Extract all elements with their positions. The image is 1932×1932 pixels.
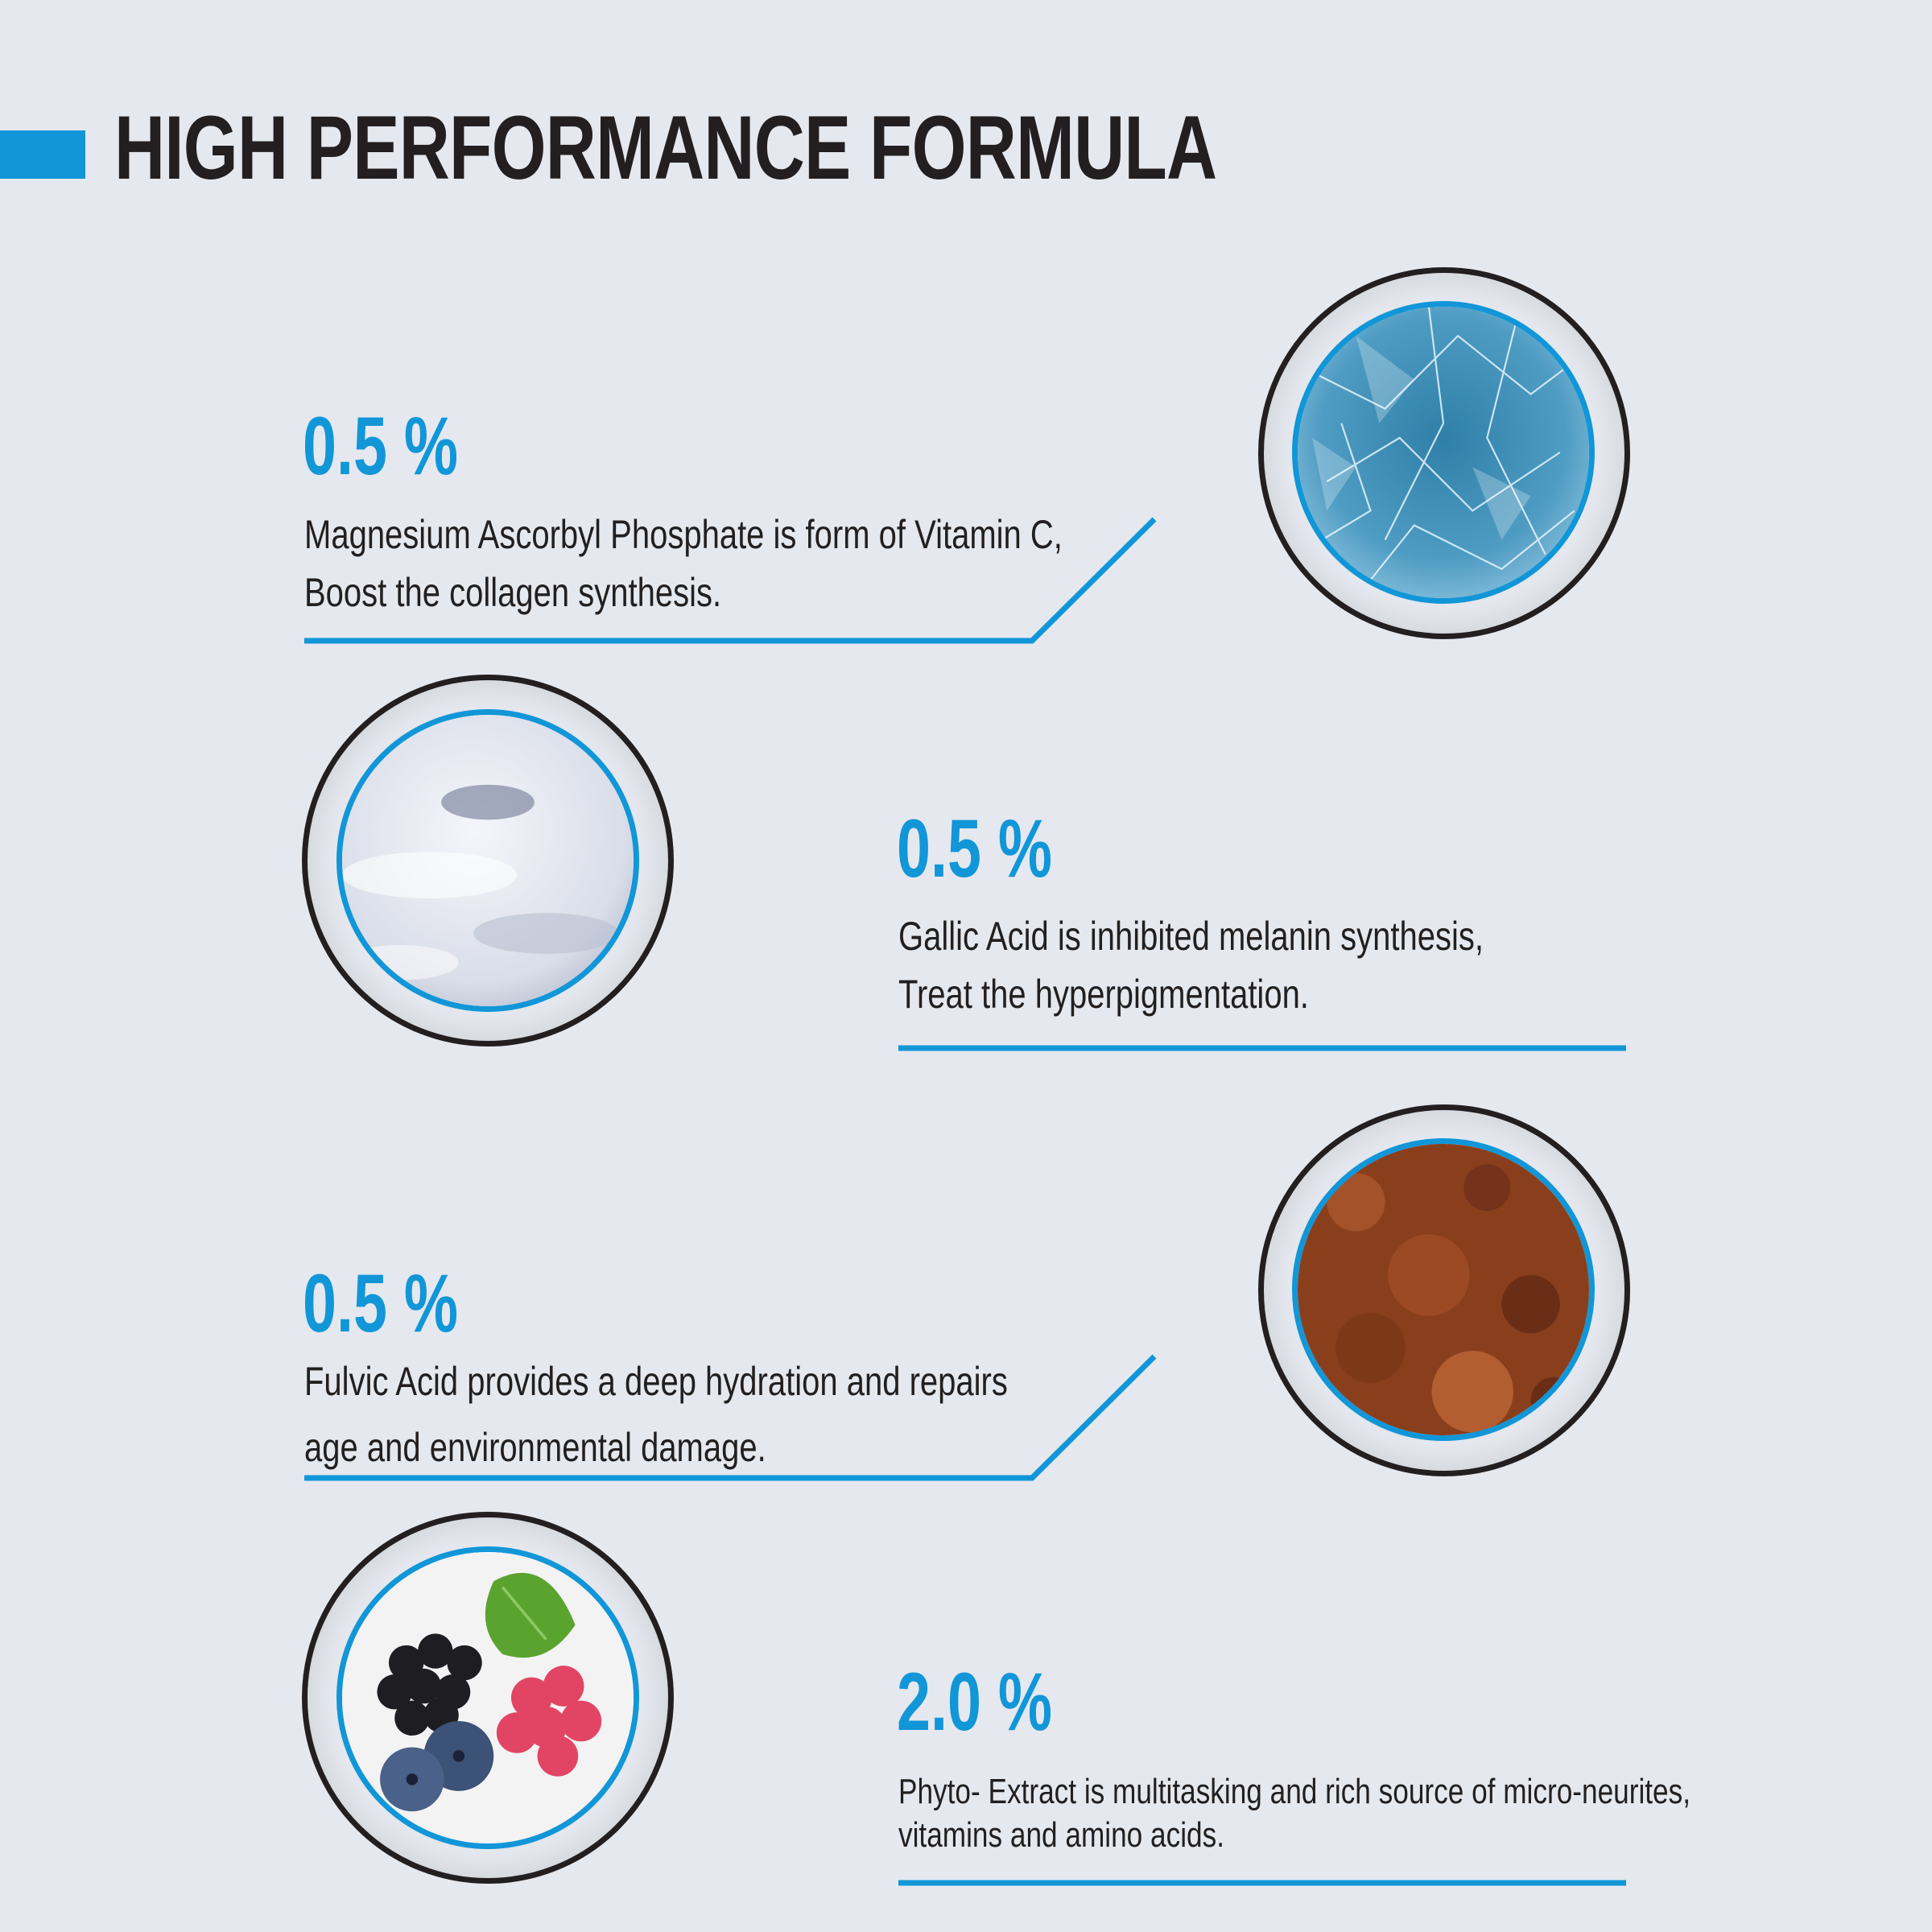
mixed-berries-image — [336, 1546, 639, 1849]
ingredient-4-line-2: vitamins and amino acids. — [898, 1815, 1224, 1855]
ingredient-2-ring — [302, 675, 674, 1046]
ingredient-2-line-2: Treat the hyperpigmentation. — [898, 972, 1309, 1017]
page-title: HIGH PERFORMANCE FORMULA — [114, 97, 1217, 198]
ingredient-2-description: Gallic Acid is inhibited melanin synthes… — [898, 907, 1484, 1023]
ingredient-4-percent: 2.0 % — [897, 1656, 1053, 1748]
ice-crystals-image — [1292, 301, 1595, 604]
ingredient-4-description: Phyto- Extract is multitasking and rich … — [898, 1770, 1690, 1857]
ingredient-1-ring — [1258, 267, 1630, 639]
white-powder-icon — [342, 715, 634, 1006]
ingredient-3-percent: 0.5 % — [303, 1257, 459, 1349]
ingredient-4-line-1: Phyto- Extract is multitasking and rich … — [898, 1772, 1691, 1811]
ingredient-1-line-2: Boost the collagen synthesis. — [304, 570, 722, 615]
ingredient-1-percent: 0.5 % — [303, 400, 459, 492]
ingredient-1-description: Magnesium Ascorbyl Phosphate is form of … — [304, 506, 1063, 621]
ingredient-3-line-1: Fulvic Acid provides a deep hydration an… — [304, 1359, 1008, 1404]
white-powder-image — [336, 709, 639, 1012]
ice-crystals-icon — [1298, 307, 1589, 598]
mixed-berries-icon — [342, 1552, 634, 1843]
ingredient-1-line-1: Magnesium Ascorbyl Phosphate is form of … — [304, 512, 1063, 557]
brown-soil-icon — [1298, 1144, 1589, 1435]
ingredient-3-line-2: age and environmental damage. — [304, 1425, 766, 1470]
ingredient-4-ring — [302, 1512, 674, 1884]
title-accent-bar — [0, 130, 85, 179]
ingredient-2-percent: 0.5 % — [897, 803, 1053, 894]
ingredient-2-line-1: Gallic Acid is inhibited melanin synthes… — [898, 914, 1484, 959]
ingredient-3-description: Fulvic Acid provides a deep hydration an… — [304, 1348, 1008, 1480]
ingredient-3-ring — [1258, 1104, 1630, 1476]
brown-soil-image — [1292, 1138, 1595, 1441]
underline-1 — [304, 517, 1157, 644]
underline-3 — [304, 1354, 1157, 1481]
